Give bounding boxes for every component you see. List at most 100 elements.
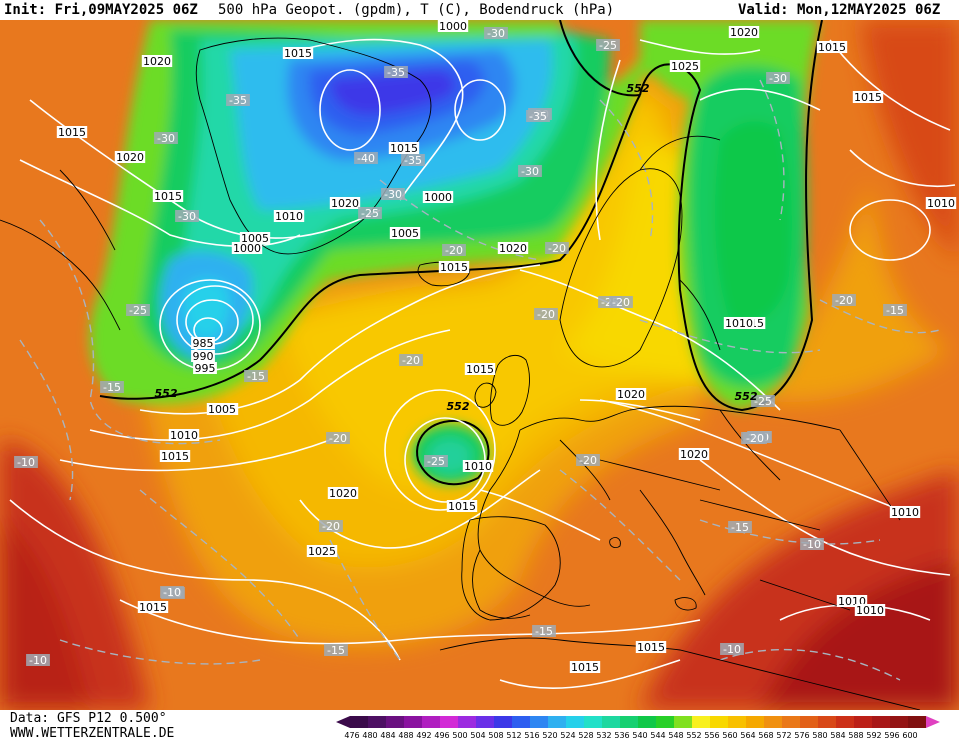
pressure-label: 1015 — [818, 41, 846, 54]
map-label-bg — [226, 94, 250, 106]
scale-swatch — [692, 716, 710, 728]
temperature-label: -15 — [247, 370, 265, 383]
scale-swatch — [602, 716, 620, 728]
scale-tick-label: 552 — [686, 731, 701, 740]
map-label-bg — [114, 151, 146, 163]
scale-tick-label: 588 — [848, 731, 863, 740]
map-label-bg — [497, 242, 529, 254]
pressure-label: 1010 — [275, 210, 303, 223]
temperature-label: -20 — [835, 294, 853, 307]
temperature-label: -30 — [157, 132, 175, 145]
temperature-label: -40 — [357, 152, 375, 165]
map-label-bg — [175, 210, 199, 222]
map-label-bg — [388, 142, 420, 154]
temperature-label: -35 — [404, 154, 422, 167]
map-label-bg — [678, 448, 710, 460]
scale-right-arrow — [926, 716, 940, 728]
temperature-label: -20 — [548, 242, 566, 255]
pressure-label: 1015 — [466, 363, 494, 376]
map-label-bg — [728, 26, 760, 38]
temperature-label: -35 — [387, 66, 405, 79]
map-label-bg — [152, 190, 184, 202]
weather-map[interactable]: 1000101510201015102010151010100510001015… — [0, 20, 959, 710]
temperature-label: -10 — [163, 586, 181, 599]
pressure-label: 990 — [193, 350, 214, 363]
map-label-bg — [126, 304, 150, 316]
temperature-label: -15 — [731, 521, 749, 534]
scale-tick-label: 596 — [884, 731, 899, 740]
map-label-bg — [141, 55, 173, 67]
map-label-bg — [231, 242, 263, 254]
website-link[interactable]: WWW.WETTERZENTRALE.DE — [10, 726, 175, 741]
temperature-label: -10 — [17, 456, 35, 469]
map-label-bg — [576, 454, 600, 466]
temperature-label: -20 — [579, 454, 597, 467]
map-label-bg — [384, 66, 408, 78]
map-label-bg — [389, 227, 421, 239]
pressure-label: 1005 — [391, 227, 419, 240]
map-label-bg — [743, 432, 767, 444]
map-label-bg — [324, 644, 348, 656]
scale-tick-label: 548 — [668, 731, 683, 740]
pressure-label: 1000 — [424, 191, 452, 204]
pressure-label: 1010 — [170, 429, 198, 442]
scale-tick-label: 496 — [434, 731, 449, 740]
scale-swatch — [386, 716, 404, 728]
temperature-label: -20 — [612, 296, 630, 309]
map-label-bg — [438, 261, 470, 273]
scale-swatch — [728, 716, 746, 728]
scale-swatch — [656, 716, 674, 728]
pressure-label: 1000 — [439, 20, 467, 33]
scale-tick-label: 488 — [398, 731, 413, 740]
map-label-bg — [532, 625, 556, 637]
scale-tick-label: 556 — [704, 731, 719, 740]
scale-swatch — [368, 716, 386, 728]
scale-swatch — [908, 716, 926, 728]
scale-swatch — [458, 716, 476, 728]
map-label-bg — [832, 294, 856, 306]
map-label-bg — [883, 304, 907, 316]
map-label-bg — [399, 354, 423, 366]
scale-swatch — [836, 716, 854, 728]
chart-footer: Data: GFS P12 0.500° WWW.WETTERZENTRALE.… — [0, 710, 959, 741]
pressure-label: 1000 — [233, 242, 261, 255]
map-label-bg — [244, 370, 268, 382]
scale-swatch — [476, 716, 494, 728]
scale-swatch — [422, 716, 440, 728]
scale-tick-label: 484 — [380, 731, 395, 740]
pressure-label: 1015 — [390, 142, 418, 155]
temperature-label: -20 — [537, 308, 555, 321]
scale-tick-label: 600 — [902, 731, 917, 740]
scale-tick-label: 592 — [866, 731, 881, 740]
map-label-bg — [437, 20, 469, 32]
pressure-label: 1025 — [671, 60, 699, 73]
map-label-bg — [518, 165, 542, 177]
valid-time: Valid: Mon,12MAY2025 06Z — [738, 2, 941, 18]
scale-tick-label: 480 — [362, 731, 377, 740]
pressure-label: 1010 — [927, 197, 955, 210]
map-label-bg — [100, 381, 124, 393]
temperature-label: -20 — [322, 520, 340, 533]
map-label-bg — [306, 545, 338, 557]
pressure-label: 1010 — [725, 317, 753, 330]
temperature-label: -10 — [803, 538, 821, 551]
pressure-label: 1020 — [617, 388, 645, 401]
temperature-label: -20 — [329, 432, 347, 445]
init-time: Init: Fri,09MAY2025 06Z — [4, 2, 198, 18]
scale-swatch — [854, 716, 872, 728]
pressure-label: 1015 — [571, 661, 599, 674]
temperature-label: -20 — [746, 432, 764, 445]
map-label-bg — [615, 388, 647, 400]
temperature-label: -25 — [427, 455, 445, 468]
pressure-label: 1010 — [891, 506, 919, 519]
map-label-bg — [191, 350, 215, 362]
chart-title: 500 hPa Geopot. (gpdm), T (C), Bodendruc… — [218, 2, 615, 18]
scale-tick-label: 544 — [650, 731, 665, 740]
geopotential-field — [0, 20, 959, 710]
pressure-label: 1015 — [284, 47, 312, 60]
map-label-bg — [534, 308, 558, 320]
scale-swatch — [818, 716, 836, 728]
map-label-bg — [720, 643, 744, 655]
map-label-bg — [358, 207, 382, 219]
temperature-label: -30 — [521, 165, 539, 178]
